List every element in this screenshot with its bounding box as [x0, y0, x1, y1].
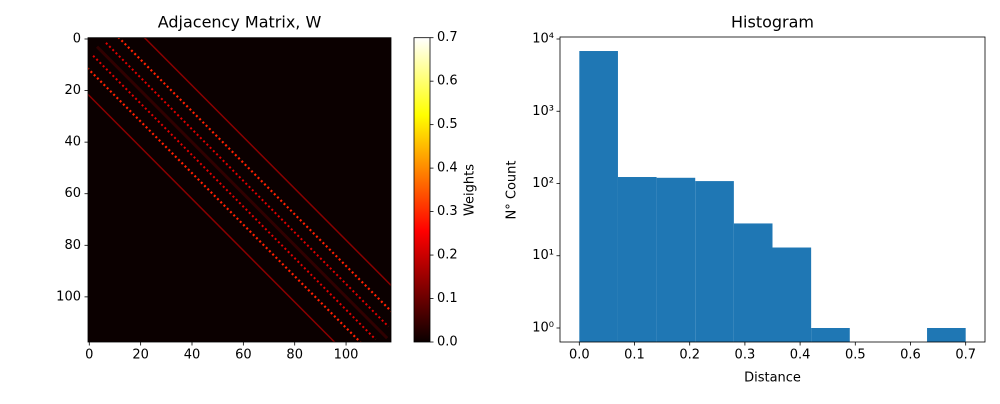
bar [772, 247, 812, 342]
heatmap-frame [87, 37, 392, 343]
y-tick-label: 10⁰ [532, 320, 554, 335]
y-tick-label: 10³ [532, 104, 554, 119]
heatmap-band [95, 45, 389, 340]
axes-frame [559, 36, 986, 343]
bar [695, 181, 734, 342]
colorbar-tick-label: 0.4 [437, 161, 458, 176]
y-tick-label: 20 [64, 83, 81, 98]
x-tick-label: 0.3 [735, 348, 756, 363]
y-tick-label: 80 [64, 238, 81, 253]
bar [733, 223, 773, 342]
bar [927, 327, 966, 342]
colorbar-label: Weights [463, 164, 478, 216]
heatmap-title: Adjacency Matrix, W [158, 13, 322, 32]
x-tick-label: 20 [132, 348, 149, 363]
colorbar-tick-label: 0.2 [437, 248, 458, 263]
colorbar-tick-label: 0.3 [437, 204, 458, 219]
x-tick-label: 100 [334, 348, 359, 363]
colorbar-tick-label: 0.5 [437, 117, 458, 132]
x-tick-label: 0.1 [624, 348, 645, 363]
y-tick-label: 100 [56, 289, 81, 304]
heatmap-band [143, 37, 391, 287]
x-tick-label: 0.6 [900, 348, 921, 363]
x-tick-label: 0.2 [679, 348, 700, 363]
x-tick-label: 60 [235, 348, 252, 363]
histogram-title: Histogram [731, 13, 814, 32]
y-tick-label: 40 [64, 135, 81, 150]
bar [617, 177, 657, 342]
y-axis-label: N° Count [505, 161, 520, 220]
x-tick-label: 0 [85, 348, 93, 363]
x-axis-label: Distance [744, 371, 801, 386]
colorbar-tick-label: 0.0 [437, 335, 458, 350]
y-tick-label: 10² [532, 176, 554, 191]
y-tick-label: 60 [64, 186, 81, 201]
colorbar-tick-label: 0.6 [437, 74, 458, 89]
x-tick-label: 80 [286, 348, 303, 363]
x-tick-label: 0.5 [845, 348, 866, 363]
x-tick-label: 0.7 [955, 348, 976, 363]
y-tick-label: 10⁴ [532, 32, 554, 47]
x-tick-label: 40 [184, 348, 201, 363]
bar [656, 177, 696, 342]
y-tick-label: 10¹ [532, 248, 554, 263]
bar [579, 51, 618, 342]
colorbar-tick-label: 0.1 [437, 291, 458, 306]
heatmap-band [88, 93, 336, 342]
heatmap-pattern [88, 37, 391, 342]
bar [811, 327, 850, 342]
y-tick-label: 0 [73, 31, 81, 46]
x-tick-label: 0.0 [569, 348, 590, 363]
x-tick-label: 0.4 [790, 348, 811, 363]
colorbar [413, 37, 431, 343]
colorbar-tick-label: 0.7 [437, 30, 458, 45]
